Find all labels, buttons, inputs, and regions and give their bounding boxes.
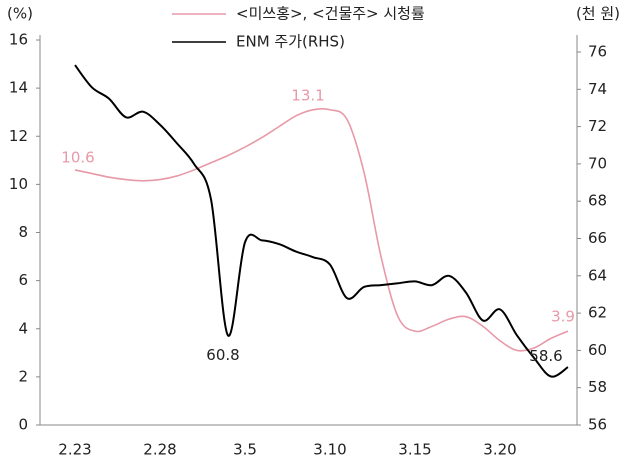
y-tick-label: 2 [18,367,28,385]
y-tick-label: 12 [9,127,28,145]
data-label: 60.8 [206,346,239,364]
series-line [74,108,569,352]
data-label: 58.6 [529,347,562,365]
y2-tick-label: 70 [588,154,607,172]
x-tick-label: 3.10 [313,441,346,459]
y2-tick-label: 74 [588,80,607,98]
y-tick-label: 14 [9,79,28,97]
y-tick-label: 8 [18,223,28,241]
x-tick-label: 2.28 [143,441,176,459]
data-label: 3.9 [551,308,575,326]
y2-tick-label: 56 [588,416,607,434]
y-axis-label: (%) [7,5,33,23]
y-tick-label: 10 [9,175,28,193]
data-label: 10.6 [61,148,94,166]
y-tick-label: 16 [9,31,28,49]
data-label: 13.1 [291,86,324,104]
y2-tick-label: 66 [588,229,607,247]
y2-tick-label: 64 [588,266,607,284]
y2-tick-label: 76 [588,43,607,61]
y2-tick-label: 72 [588,117,607,135]
x-tick-label: 2.23 [58,441,91,459]
x-tick-label: 3.20 [483,441,516,459]
y-tick-label: 6 [18,271,28,289]
y2-axis-label: (천 원) [576,5,620,23]
legend-label: ENM 주가(RHS) [236,33,345,51]
y-tick-label: 0 [18,416,28,434]
y2-tick-label: 58 [588,378,607,396]
x-tick-label: 3.15 [398,441,431,459]
y2-tick-label: 60 [588,341,607,359]
legend-label: <미쓰홍>, <건물주> 시청률 [236,5,425,23]
y-tick-label: 4 [18,319,28,337]
series-line [74,64,569,378]
x-tick-label: 3.5 [233,441,257,459]
y2-tick-label: 62 [588,304,607,322]
y2-tick-label: 68 [588,192,607,210]
